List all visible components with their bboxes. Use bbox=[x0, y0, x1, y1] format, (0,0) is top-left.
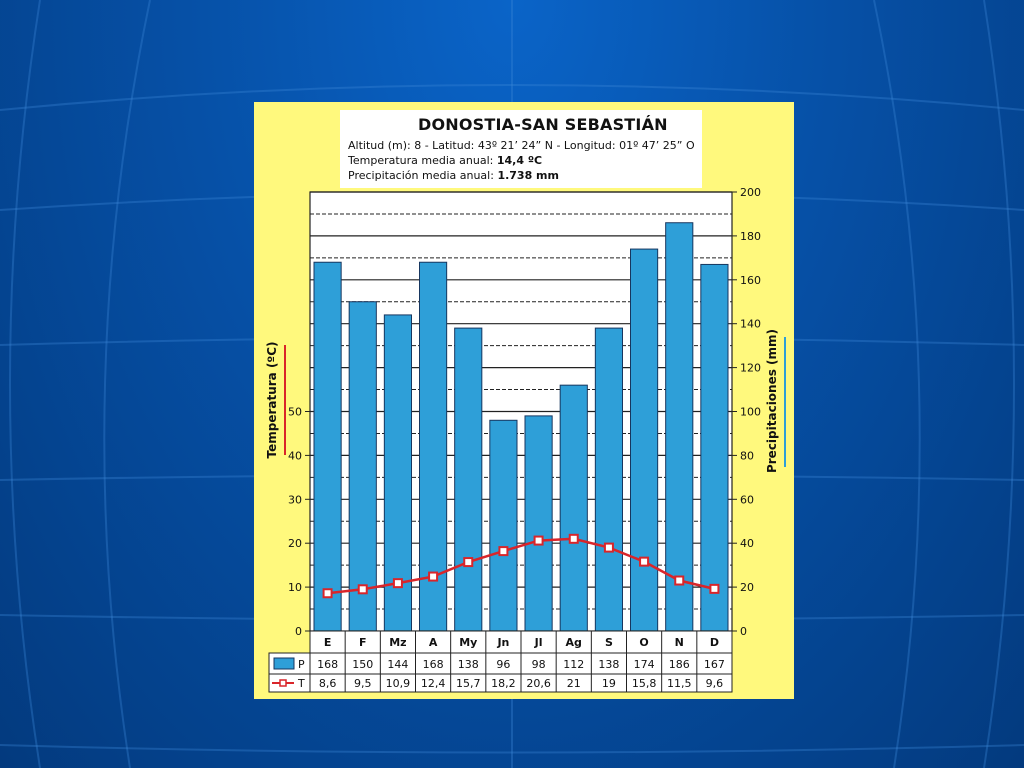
right-axis-tick-label: 180 bbox=[740, 230, 761, 243]
left-axis-tick-label: 0 bbox=[295, 625, 302, 638]
precipitation-value: 168 bbox=[317, 658, 338, 671]
category-label: D bbox=[710, 636, 719, 649]
temperature-value: 15,8 bbox=[632, 677, 657, 690]
temperature-point bbox=[498, 546, 509, 557]
left-axis-tick-label: 10 bbox=[288, 581, 302, 594]
precipitation-bar bbox=[348, 301, 377, 632]
precipitation-value: 168 bbox=[423, 658, 444, 671]
precipitation-value: 186 bbox=[669, 658, 690, 671]
temperature-value: 9,5 bbox=[354, 677, 372, 690]
temperature-value: 11,5 bbox=[667, 677, 692, 690]
left-axis-tick-label: 50 bbox=[288, 406, 302, 419]
annual-precipitation-info: Precipitación media anual: 1.738 mm bbox=[348, 169, 559, 182]
precipitation-value: 138 bbox=[458, 658, 479, 671]
precipitation-bar bbox=[700, 263, 729, 632]
right-axis-tick-label: 200 bbox=[740, 186, 761, 199]
annual-temperature-label: Temperatura media anual: bbox=[348, 154, 497, 167]
temperature-point bbox=[428, 571, 439, 582]
precipitation-bar bbox=[559, 384, 588, 632]
temperature-value: 19 bbox=[602, 677, 616, 690]
temperature-point bbox=[463, 557, 474, 568]
temperature-value: 18,2 bbox=[491, 677, 516, 690]
category-label: Mz bbox=[389, 636, 406, 649]
chart-title: DONOSTIA-SAN SEBASTIÁN bbox=[418, 115, 668, 134]
category-label: N bbox=[675, 636, 684, 649]
temperature-point bbox=[357, 584, 368, 595]
temperature-point bbox=[709, 583, 720, 594]
category-label: Ag bbox=[566, 636, 582, 649]
precipitation-value: 174 bbox=[634, 658, 655, 671]
data-table bbox=[268, 652, 733, 693]
temperature-value: 20,6 bbox=[526, 677, 551, 690]
category-label: O bbox=[639, 636, 648, 649]
left-axis-title: Temperatura (ºC) bbox=[265, 342, 279, 459]
temperature-value: 10,9 bbox=[386, 677, 411, 690]
right-axis-tick-label: 160 bbox=[740, 274, 761, 287]
right-axis-tick-label: 0 bbox=[740, 625, 747, 638]
category-label: My bbox=[459, 636, 477, 649]
temperature-value: 21 bbox=[567, 677, 581, 690]
precipitation-bar bbox=[524, 415, 553, 632]
precipitation-bar bbox=[313, 261, 342, 632]
temperature-line bbox=[327, 537, 715, 595]
annual-temperature-value: 14,4 ºC bbox=[496, 154, 543, 167]
temperature-value: 8,6 bbox=[319, 677, 337, 690]
right-axis-title: Precipitaciones (mm) bbox=[765, 329, 779, 473]
temperature-value: 15,7 bbox=[456, 677, 481, 690]
legend-temperature-label: T bbox=[297, 677, 305, 690]
temperature-point bbox=[533, 535, 544, 546]
temperature-point bbox=[603, 542, 614, 553]
category-label: Jl bbox=[534, 636, 543, 649]
right-axis-tick-label: 140 bbox=[740, 318, 761, 331]
right-axis-tick-label: 80 bbox=[740, 449, 754, 462]
right-axis-tick-label: 100 bbox=[740, 406, 761, 419]
precipitation-value: 96 bbox=[496, 658, 510, 671]
precipitation-bar bbox=[454, 327, 483, 632]
right-axis-tick-label: 40 bbox=[740, 537, 754, 550]
precipitation-value: 167 bbox=[704, 658, 725, 671]
precipitation-value: 112 bbox=[563, 658, 584, 671]
legend-precipitation-swatch bbox=[273, 657, 295, 670]
left-axis-tick-label: 20 bbox=[288, 537, 302, 550]
precipitation-bar bbox=[594, 327, 623, 632]
station-info-box: DONOSTIA-SAN SEBASTIÁN Altitud (m): 8 - … bbox=[340, 110, 702, 188]
category-label: E bbox=[324, 636, 332, 649]
temperature-point bbox=[674, 575, 685, 586]
precipitation-bar bbox=[630, 248, 659, 632]
precipitation-value: 98 bbox=[532, 658, 546, 671]
legend-temperature-marker bbox=[279, 679, 287, 687]
annual-precipitation-value: 1.738 mm bbox=[497, 169, 559, 182]
right-axis-tick-label: 60 bbox=[740, 493, 754, 506]
precipitation-bar bbox=[665, 222, 694, 632]
temperature-value: 12,4 bbox=[421, 677, 446, 690]
category-label: Jn bbox=[496, 636, 509, 649]
category-label: F bbox=[359, 636, 367, 649]
temperature-point bbox=[639, 556, 650, 567]
right-axis-tick-label: 20 bbox=[740, 581, 754, 594]
precipitation-bar bbox=[419, 261, 448, 632]
left-axis-tick-label: 30 bbox=[288, 493, 302, 506]
temperature-point bbox=[322, 588, 333, 599]
location-info: Altitud (m): 8 - Latitud: 43º 21’ 24” N … bbox=[348, 139, 695, 152]
right-axis-tick-label: 120 bbox=[740, 362, 761, 375]
legend-precipitation-label: P bbox=[298, 658, 305, 671]
left-axis-tick-label: 40 bbox=[288, 449, 302, 462]
category-label: A bbox=[429, 636, 438, 649]
temperature-value: 9,6 bbox=[706, 677, 724, 690]
precipitation-bar bbox=[489, 419, 518, 632]
category-label: S bbox=[605, 636, 613, 649]
precipitation-value: 138 bbox=[598, 658, 619, 671]
annual-temperature-info: Temperatura media anual: 14,4 ºC bbox=[348, 154, 542, 167]
precipitation-value: 144 bbox=[387, 658, 408, 671]
temperature-point bbox=[568, 533, 579, 544]
annual-precipitation-label: Precipitación media anual: bbox=[348, 169, 498, 182]
temperature-point bbox=[392, 578, 403, 589]
precipitation-value: 150 bbox=[352, 658, 373, 671]
